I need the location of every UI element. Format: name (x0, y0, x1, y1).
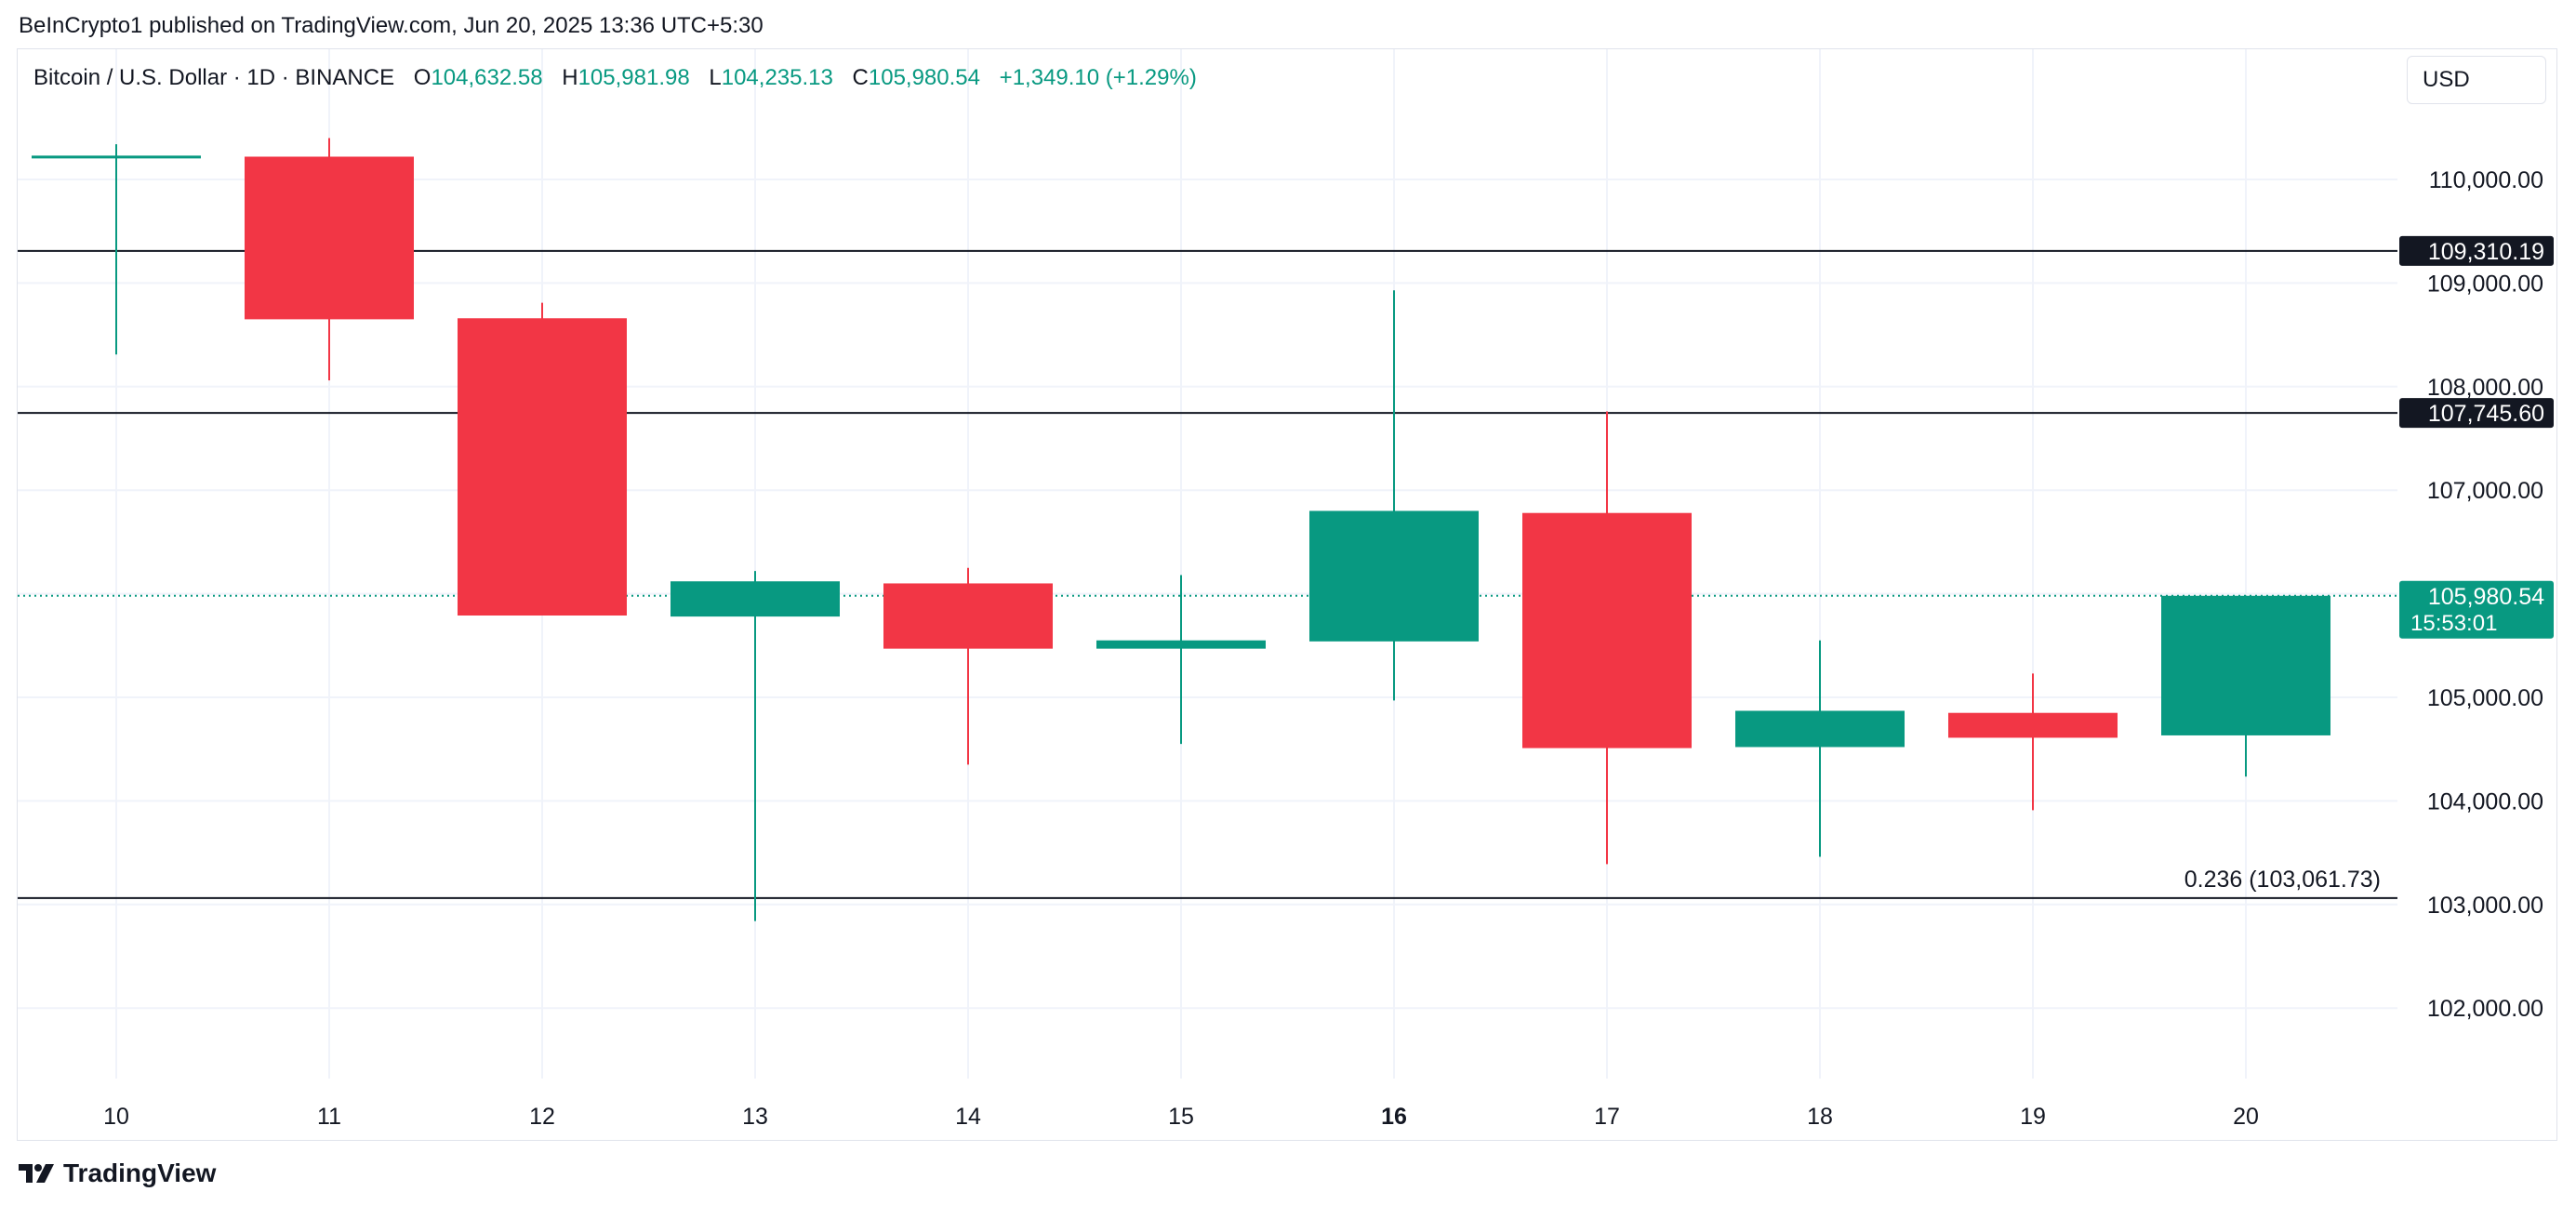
low-value: 104,235.13 (721, 65, 833, 90)
y-tick-label: 107,000.00 (2427, 478, 2543, 504)
level-price-label: 109,310.19 (2428, 239, 2544, 265)
x-tick-label: 17 (1594, 1104, 1620, 1130)
open-value: 104,632.58 (431, 65, 543, 90)
x-tick-label: 16 (1381, 1104, 1407, 1130)
candle-body (32, 155, 201, 159)
last-price-tag (2399, 580, 2554, 639)
low-label: L (709, 65, 722, 90)
time-axis: 10 11 12 13 14 15 16 17 18 19 20 (103, 1104, 2259, 1130)
candle-body (671, 581, 840, 617)
price-labels: 109,310.19 107,745.60 0.236 (103,061.73) 10… (2184, 235, 2554, 893)
high-label: H (562, 65, 578, 90)
ohlc-legend: Bitcoin / U.S. Dollar · 1D · BINANCE O10… (33, 65, 1197, 91)
y-tick-label: 109,000.00 (2427, 271, 2543, 297)
candles (32, 138, 2330, 921)
symbol-title[interactable]: Bitcoin / U.S. Dollar · 1D · BINANCE (33, 65, 395, 90)
bar-countdown-label: 15:53:01 (2410, 611, 2497, 636)
y-tick-label: 108,000.00 (2427, 375, 2543, 401)
candle-body (883, 583, 1053, 649)
brand-name: TradingView (63, 1159, 217, 1187)
chart-frame (17, 48, 2557, 1141)
candle-body (1522, 512, 1692, 748)
y-tick-label: 102,000.00 (2427, 996, 2543, 1022)
x-tick-label: 14 (955, 1104, 981, 1130)
close-label: C (852, 65, 869, 90)
change-value: +1,349.10 (+1.29%) (999, 65, 1197, 90)
x-tick-label: 18 (1807, 1104, 1833, 1130)
last-price-label: 105,980.54 (2428, 584, 2544, 610)
level-price-tag (2399, 235, 2554, 266)
x-tick-label: 20 (2233, 1104, 2259, 1130)
candle-body (245, 156, 414, 320)
y-tick-label: 103,000.00 (2427, 893, 2543, 919)
candle-body (1948, 712, 2118, 738)
x-tick-label: 10 (103, 1104, 129, 1130)
y-tick-label: 110,000.00 (2429, 167, 2543, 193)
level-price-label: 107,745.60 (2428, 401, 2544, 427)
y-tick-label: 105,000.00 (2427, 685, 2543, 711)
candle-body (1096, 640, 1266, 649)
horizontal-levels (18, 249, 2397, 899)
level-price-tag (2399, 398, 2554, 429)
x-tick-label: 15 (1168, 1104, 1194, 1130)
x-tick-label: 11 (317, 1104, 341, 1130)
fib-level-annotation: 0.236 (103,061.73) (2184, 867, 2381, 893)
open-label: O (413, 65, 432, 90)
candle-body (1735, 710, 1905, 748)
price-axis: 110,000.00 109,000.00 108,000.00 107,000.00… (2427, 167, 2543, 1022)
candle-body (2161, 595, 2330, 735)
x-tick-label: 13 (742, 1104, 768, 1130)
close-value: 105,980.54 (868, 65, 980, 90)
x-tick-label: 12 (529, 1104, 555, 1130)
publish-info: BeInCrypto1 published on TradingView.com… (19, 13, 764, 38)
tradingview-brand[interactable]: TradingView (19, 1159, 216, 1188)
high-value: 105,981.98 (578, 65, 690, 90)
tradingview-logo-icon (19, 1164, 54, 1183)
currency-button[interactable]: USD (2407, 56, 2546, 104)
y-tick-label: 104,000.00 (2427, 788, 2543, 814)
x-tick-label: 19 (2020, 1104, 2046, 1130)
candle-body (1309, 510, 1479, 642)
candle-body (458, 318, 627, 616)
